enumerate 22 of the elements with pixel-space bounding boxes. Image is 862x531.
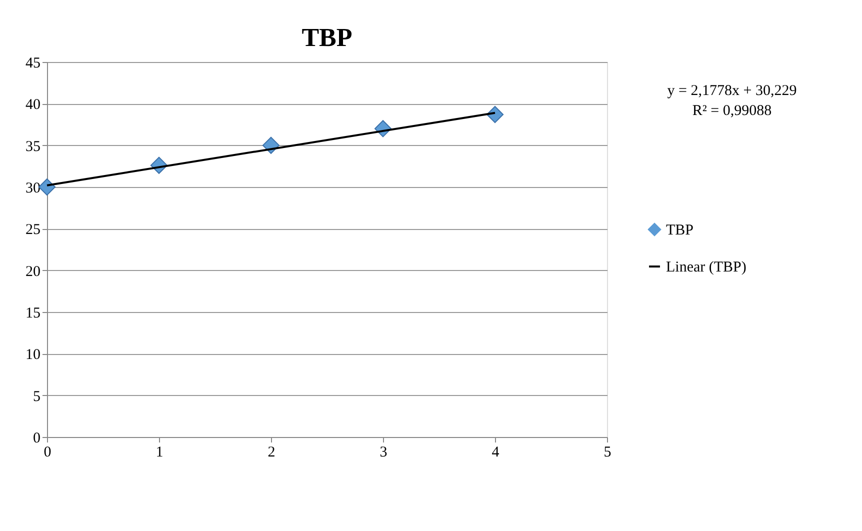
y-tick-label: 0 [33, 430, 40, 446]
x-tick-label: 3 [380, 444, 388, 460]
x-tick-label: 0 [44, 444, 52, 460]
legend-label: TBP [666, 222, 694, 238]
y-tick-label: 20 [26, 264, 40, 280]
point [38, 178, 56, 196]
y-tick-label: 10 [26, 347, 40, 364]
x-tick-label: 2 [268, 444, 276, 460]
text: y = 2,1778x + 30,229 [667, 83, 797, 99]
y-tick-label: 15 [26, 306, 40, 322]
y-tick-label: 40 [26, 97, 40, 114]
x-tick-label: 5 [604, 444, 612, 460]
x-tick-label: 1 [156, 444, 164, 460]
y-tick-label: 35 [26, 138, 40, 155]
chart-title: TBP [302, 23, 352, 52]
y-tick-label: 5 [33, 388, 40, 405]
legend-label: Linear (TBP) [666, 260, 746, 276]
x-tick-label: 4 [492, 444, 500, 460]
text: R² = 0,99088 [692, 103, 772, 119]
y-tick-label: 25 [26, 222, 40, 238]
y-tick-label: 30 [26, 180, 40, 196]
y-tick-label: 45 [26, 56, 40, 72]
